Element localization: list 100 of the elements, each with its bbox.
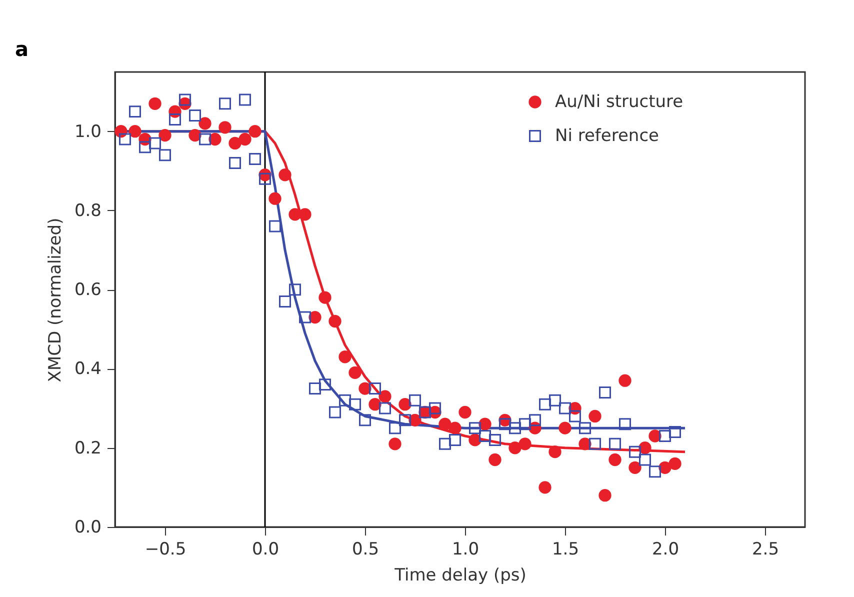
point	[448, 422, 462, 434]
point	[558, 422, 572, 434]
point	[599, 386, 611, 398]
point	[348, 366, 362, 380]
point	[399, 414, 411, 426]
x-tick-label: 0.5	[352, 540, 380, 560]
point	[339, 394, 351, 406]
x-tick-label: 1.5	[552, 540, 580, 560]
point	[488, 453, 502, 466]
y-tick-label: 0.6	[74, 280, 102, 300]
point	[249, 153, 261, 166]
point	[638, 442, 652, 454]
point	[489, 434, 501, 446]
point	[508, 442, 522, 454]
point	[238, 132, 252, 146]
point	[549, 394, 561, 406]
point	[128, 125, 142, 138]
point	[268, 192, 282, 205]
point	[478, 418, 492, 430]
point	[278, 168, 292, 182]
point	[119, 133, 131, 146]
point	[509, 422, 521, 434]
point	[199, 133, 211, 146]
point	[289, 284, 301, 296]
y-tick-label: 0.8	[74, 200, 102, 221]
point	[608, 453, 622, 466]
point	[179, 94, 191, 106]
point	[388, 438, 402, 450]
point	[639, 454, 651, 466]
y-tick-label: 0.4	[74, 359, 102, 380]
point	[499, 418, 511, 430]
point	[219, 98, 231, 110]
point	[458, 406, 472, 419]
point	[198, 117, 212, 130]
x-axis-title: Time delay (ps)	[394, 566, 526, 586]
point	[669, 426, 681, 438]
point	[438, 418, 452, 430]
point	[228, 136, 242, 150]
point	[628, 461, 642, 474]
point	[309, 382, 321, 395]
point	[338, 350, 352, 364]
point	[159, 149, 171, 162]
x-tick-label: 0.0	[252, 540, 280, 560]
point	[518, 438, 532, 450]
point	[468, 434, 482, 446]
point	[189, 110, 201, 122]
point	[398, 398, 412, 411]
y-tick-label: 1.0	[74, 122, 102, 142]
point	[649, 466, 661, 478]
point	[298, 208, 312, 221]
point	[409, 394, 421, 406]
point	[369, 382, 381, 395]
point	[539, 398, 551, 410]
point	[629, 446, 641, 458]
point	[279, 295, 291, 308]
point	[529, 414, 541, 426]
point	[579, 422, 591, 434]
point	[469, 422, 481, 434]
point	[449, 434, 461, 446]
point	[439, 438, 451, 450]
point	[378, 390, 392, 403]
x-tick-label: 2.0	[652, 540, 680, 560]
text: a	[15, 37, 28, 61]
x-tick-label: 2.5	[752, 540, 780, 560]
point	[158, 128, 172, 142]
point	[259, 172, 271, 185]
point	[379, 402, 391, 414]
point	[239, 94, 251, 106]
point	[349, 398, 361, 410]
point	[589, 438, 601, 450]
point	[569, 410, 581, 422]
point	[598, 489, 612, 502]
point	[319, 378, 331, 391]
x-tick-label: −0.5	[144, 540, 186, 560]
point	[229, 157, 241, 169]
point	[318, 291, 332, 304]
point	[548, 446, 562, 458]
point	[389, 422, 401, 434]
point	[218, 121, 232, 134]
point	[169, 113, 181, 126]
point	[619, 418, 631, 430]
legend-label: Ni reference	[555, 126, 660, 146]
point	[188, 128, 202, 142]
y-axis-title: XMCD (normalized)	[45, 218, 66, 382]
point	[148, 97, 162, 110]
point	[559, 402, 571, 414]
point	[359, 414, 371, 426]
point	[659, 430, 671, 442]
legend-label: Au/Ni structure	[555, 92, 684, 112]
x-tick-label: 1.0	[452, 540, 480, 560]
point	[248, 125, 262, 138]
point	[538, 481, 552, 494]
point	[368, 398, 382, 411]
point	[618, 374, 632, 387]
y-tick-label: 0.2	[74, 438, 102, 458]
point	[129, 106, 141, 118]
point	[329, 406, 341, 418]
point	[588, 410, 602, 423]
point	[479, 430, 491, 442]
point	[139, 141, 151, 154]
